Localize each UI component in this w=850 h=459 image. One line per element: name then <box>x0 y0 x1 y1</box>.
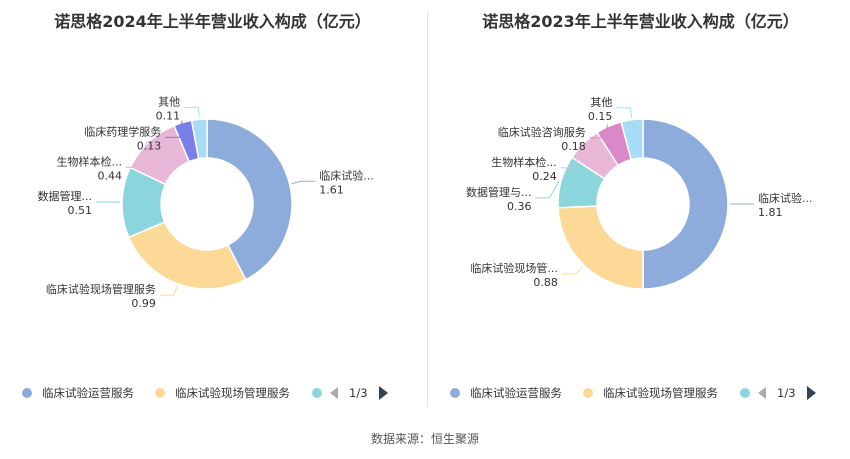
legend-item[interactable]: 临床试验现场管理服务 <box>155 382 290 404</box>
slice-value-label: 0.18 <box>561 140 586 153</box>
chart-title: 诺思格2023年上半年营业收入构成（亿元） <box>482 12 799 31</box>
slice-label: 数据管理与... <box>466 185 532 199</box>
legend-label: 临床试验运营服务 <box>42 386 134 400</box>
slice-value-label: 0.11 <box>156 109 181 122</box>
legend-item[interactable] <box>740 382 760 404</box>
donut-slice[interactable] <box>127 221 247 290</box>
legend-item[interactable] <box>312 382 332 404</box>
legend-pager: 1/3 <box>758 382 816 404</box>
leader-line <box>560 142 583 169</box>
legend-page-indicator: 1/3 <box>777 386 796 400</box>
leader-line <box>561 266 584 275</box>
donut-slice[interactable] <box>190 118 208 160</box>
legend-dot-icon <box>450 388 460 398</box>
leader-line <box>165 120 183 138</box>
slice-value-label: 0.13 <box>137 139 162 152</box>
slice-label: 临床药理学服务 <box>84 124 161 138</box>
leader-line <box>291 180 316 185</box>
donut-slice[interactable] <box>620 118 644 161</box>
prev-page-icon[interactable] <box>758 387 766 399</box>
legend-page-indicator: 1/3 <box>349 386 368 400</box>
slice-label: 其他 <box>590 96 612 109</box>
slice-value-label: 1.81 <box>758 206 783 219</box>
legend-item[interactable]: 临床试验现场管理服务 <box>583 382 718 404</box>
legend-dot-icon <box>155 388 165 398</box>
legend-item[interactable]: 临床试验运营服务 <box>450 382 562 404</box>
slice-value-label: 0.24 <box>532 170 557 183</box>
slice-label: 其他 <box>158 95 180 108</box>
legend-item[interactable]: 临床试验运营服务 <box>22 382 134 404</box>
chart-panel-2023: 诺思格2023年上半年营业收入构成（亿元） 临床试验... 1.81 临床试验现场管… <box>428 0 850 410</box>
divider <box>427 12 428 407</box>
legend-pager: 1/3 <box>330 382 388 404</box>
donut-chart-2023: 临床试验...1.81 临床试验现场管...0.88 数据管理与...0.36 生物样… <box>466 96 813 290</box>
slice-label: 临床试验现场管理服务 <box>46 282 156 296</box>
legend-label: 临床试验现场管理服务 <box>603 386 718 400</box>
chart-title: 诺思格2024年上半年营业收入构成（亿元） <box>54 12 371 31</box>
slice-label: 临床试验咨询服务 <box>498 125 586 139</box>
leader-line <box>184 106 200 118</box>
legend-label: 临床试验运营服务 <box>470 386 562 400</box>
leader-line <box>125 140 148 168</box>
prev-page-icon[interactable] <box>330 387 338 399</box>
source-note: 数据来源：恒生聚源 <box>370 432 479 446</box>
slice-label: 生物样本检... <box>56 154 122 168</box>
slice-label: 生物样本检... <box>491 155 557 169</box>
slice-value-label: 0.36 <box>507 200 532 213</box>
slice-label: 临床试验... <box>758 191 813 205</box>
slice-value-label: 0.15 <box>588 110 613 123</box>
legend-dot-icon <box>312 388 322 398</box>
leader-line <box>535 180 560 199</box>
slice-value-label: 1.61 <box>319 183 344 196</box>
next-page-icon[interactable] <box>378 386 388 400</box>
legend-dot-icon <box>583 388 593 398</box>
slice-value-label: 0.99 <box>131 297 156 310</box>
donut-slice[interactable] <box>206 118 293 281</box>
donut-slice[interactable] <box>642 118 729 290</box>
leader-line <box>159 285 178 296</box>
slice-value-label: 0.51 <box>68 204 93 217</box>
donut-slice[interactable] <box>557 205 644 290</box>
slice-label: 数据管理... <box>38 189 93 203</box>
legend-dot-icon <box>22 388 32 398</box>
slice-value-label: 0.88 <box>533 276 558 289</box>
leader-line <box>589 124 609 139</box>
legend-label: 临床试验现场管理服务 <box>175 386 290 400</box>
legend-dot-icon <box>740 388 750 398</box>
slice-label: 临床试验现场管... <box>470 261 558 275</box>
leader-line <box>616 107 633 118</box>
slice-value-label: 0.44 <box>97 169 122 182</box>
slice-label: 临床试验... <box>319 168 374 182</box>
chart-panel-2024: 诺思格2024年上半年营业收入构成（亿元） 临床试验... 1.61 临床试验现场管… <box>0 0 425 410</box>
next-page-icon[interactable] <box>806 386 816 400</box>
